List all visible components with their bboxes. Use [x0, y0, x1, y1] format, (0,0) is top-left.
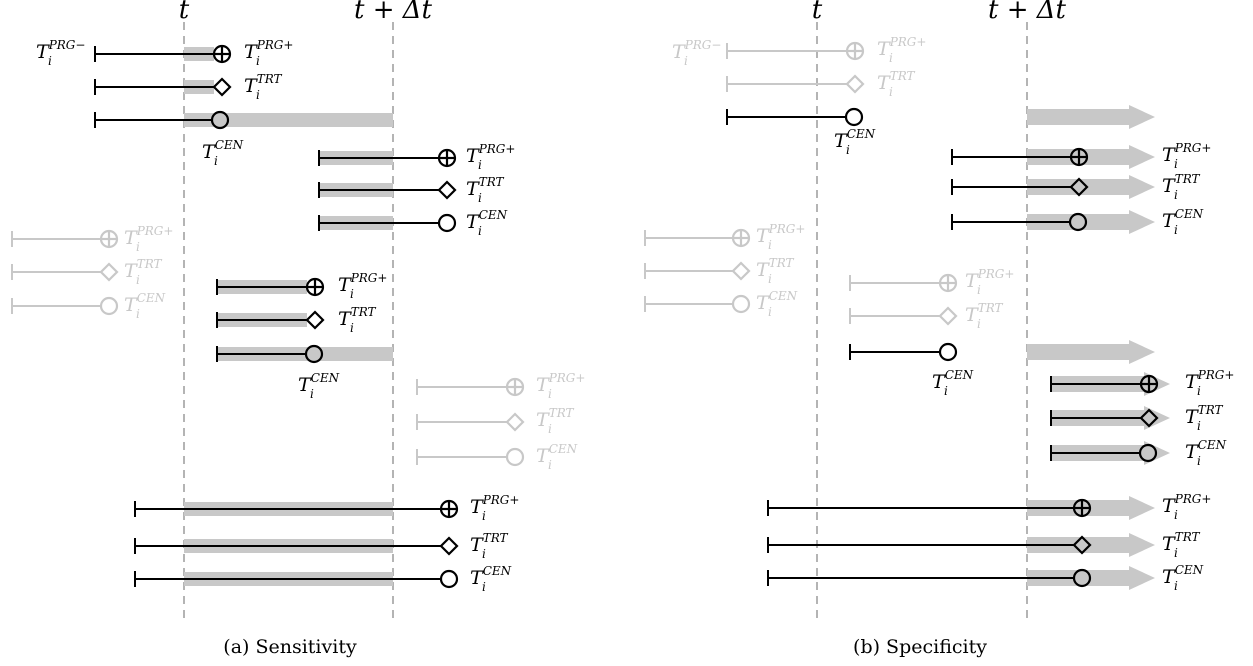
a-g5-trt-trt-icon — [505, 412, 525, 432]
a-g3-trt-trt-icon — [99, 262, 119, 282]
b-g1-trt-label: TTRT i — [877, 69, 916, 99]
b-g1-cen-cen-icon — [844, 107, 864, 127]
b-g4-cen-cen-icon — [938, 342, 958, 362]
b-g4-prg-prg-icon — [938, 273, 958, 293]
a-g4-cen-cen-icon — [304, 344, 324, 364]
a-g6-cen-cen-icon — [439, 569, 459, 589]
a-g3-prg-label: TPRG+ i — [124, 224, 173, 254]
b-g3-prg-prg-icon — [731, 228, 751, 248]
b-g4-cen-label: TCEN i — [932, 368, 974, 398]
a-g3-cen-label: TCEN i — [124, 291, 166, 321]
a-g1-prg-prg-icon — [212, 44, 232, 64]
t-plus-dt-label-a: t + Δt — [354, 0, 433, 25]
b-g1-prg-label: TPRG+ i — [877, 35, 926, 65]
b-g6-cen-label: TCEN i — [1162, 563, 1204, 593]
a-g2-prg-label: TPRG+ i — [466, 142, 515, 172]
b-g5-prg-label: TPRG+ i — [1185, 368, 1234, 398]
caption-specificity: (b) Specificity — [853, 636, 987, 658]
a-g6-prg-label: TPRG+ i — [470, 493, 519, 523]
t-label-a: t — [179, 0, 190, 25]
a-g2-trt-label: TTRT i — [466, 175, 505, 205]
b-g4-arrow-arrow — [1027, 340, 1155, 364]
b-g2-trt-arrow — [1027, 175, 1155, 199]
a-g2-prg-prg-icon — [437, 148, 457, 168]
b-g3-prg-label: TPRG+ i — [756, 222, 805, 252]
b-g5-cen-cen-icon — [1138, 443, 1158, 463]
a-g2-cen-cen-icon — [437, 213, 457, 233]
a-g2-cen-label: TCEN i — [466, 208, 508, 238]
b-g1-trt-trt-icon — [845, 74, 865, 94]
guide-lines — [183, 22, 1028, 618]
b-g2-cen-arrow — [1027, 210, 1155, 234]
a-g4-cen-label: TCEN i — [298, 371, 340, 401]
b-g2-trt-trt-icon — [1069, 177, 1089, 197]
b-g6-prg-prg-icon — [1072, 498, 1092, 518]
a-g4-prg-prg-icon — [305, 277, 325, 297]
a-g6-trt-trt-icon — [439, 536, 459, 556]
a-g1-cen-band — [184, 113, 393, 127]
b-g6-trt-label: TTRT i — [1162, 530, 1201, 560]
a-g5-cen-cen-icon — [505, 447, 525, 467]
a-g6-trt-label: TTRT i — [470, 531, 509, 561]
b-g1-arrow-arrow — [1027, 105, 1155, 129]
b-g5-cen-label: TCEN i — [1185, 438, 1227, 468]
b-g2-cen-cen-icon — [1068, 212, 1088, 232]
a-g3-trt-label: TTRT i — [124, 257, 163, 287]
b-g1-prg-minus-label: TPRG− i — [672, 38, 721, 68]
a-g5-prg-label: TPRG+ i — [536, 371, 585, 401]
a-g6-prg-prg-icon — [439, 499, 459, 519]
t-plus-dt-label-b: t + Δt — [988, 0, 1067, 25]
b-g2-cen-label: TCEN i — [1162, 207, 1204, 237]
a-g4-prg-label: TPRG+ i — [338, 271, 387, 301]
a-g4-trt-label: TTRT i — [338, 305, 377, 335]
t-label-b: t — [812, 0, 823, 25]
a-g1-prg-label: TPRG+ i — [244, 38, 293, 68]
a-g1-trt-trt-icon — [212, 77, 232, 97]
a-g2-trt-trt-icon — [437, 180, 457, 200]
b-g3-trt-label: TTRT i — [756, 256, 795, 286]
a-g6-cen-label: TCEN i — [470, 564, 512, 594]
b-g1-prg-prg-icon — [845, 41, 865, 61]
caption-sensitivity: (a) Sensitivity — [223, 636, 357, 658]
a-g1-cen-label: TCEN i — [202, 138, 244, 168]
b-g3-cen-label: TCEN i — [756, 289, 798, 319]
a-g5-trt-label: TTRT i — [536, 406, 575, 436]
b-g2-prg-prg-icon — [1069, 147, 1089, 167]
b-g1-cen-label: TCEN i — [834, 127, 876, 157]
b-g3-trt-trt-icon — [731, 261, 751, 281]
b-g6-trt-trt-icon — [1072, 535, 1092, 555]
b-g5-prg-prg-icon — [1139, 374, 1159, 394]
b-g5-trt-trt-icon — [1139, 408, 1159, 428]
b-g6-cen-cen-icon — [1072, 568, 1092, 588]
a-g1-trt-label: TTRT i — [244, 72, 283, 102]
b-g6-prg-label: TPRG+ i — [1162, 492, 1211, 522]
timelines — [11, 41, 1159, 589]
a-g5-prg-prg-icon — [505, 377, 525, 397]
b-g5-trt-label: TTRT i — [1185, 403, 1224, 433]
b-g4-prg-label: TPRG+ i — [965, 267, 1014, 297]
b-g2-prg-label: TPRG+ i — [1162, 141, 1211, 171]
a-g4-trt-trt-icon — [305, 310, 325, 330]
a-g5-cen-label: TCEN i — [536, 442, 578, 472]
b-g2-trt-label: TTRT i — [1162, 172, 1201, 202]
a-g1-cen-cen-icon — [210, 110, 230, 130]
b-g3-cen-cen-icon — [731, 294, 751, 314]
a-g3-cen-cen-icon — [99, 296, 119, 316]
a-g3-prg-prg-icon — [99, 229, 119, 249]
b-g2-prg-arrow — [1027, 145, 1155, 169]
b-g4-trt-trt-icon — [938, 306, 958, 326]
a-g1-prg-minus-label: TPRG− i — [36, 38, 85, 68]
b-g4-trt-label: TTRT i — [965, 301, 1004, 331]
